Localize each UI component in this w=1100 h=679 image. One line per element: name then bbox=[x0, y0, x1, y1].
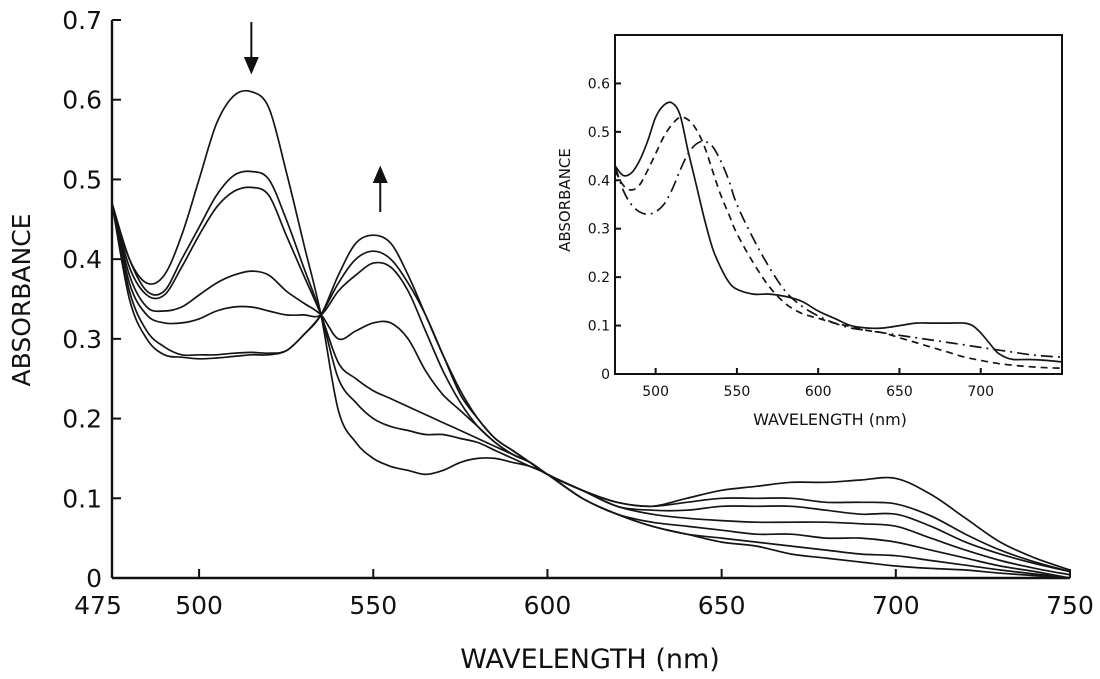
inset-y-tick-label: 0.6 bbox=[588, 76, 610, 92]
main-series-line-4 bbox=[111, 203, 1071, 576]
main-x-tick-label: 600 bbox=[524, 591, 572, 620]
main-y-tick-label: 0.4 bbox=[62, 245, 102, 274]
main-x-tick-label: 650 bbox=[698, 591, 746, 620]
inset-x-tick-label: 500 bbox=[642, 384, 669, 400]
inset-frame bbox=[614, 34, 1063, 375]
main-x-tick-label: 750 bbox=[1046, 591, 1094, 620]
main-y-tick-label: 0 bbox=[86, 564, 102, 593]
main-x-tick-label: 475 bbox=[74, 591, 122, 620]
main-x-tick-label: 550 bbox=[349, 591, 397, 620]
main-y-tick-label: 0.2 bbox=[62, 405, 102, 434]
inset-curves bbox=[614, 101, 1063, 370]
down-arrow-icon bbox=[243, 22, 259, 75]
inset-x-axis-title: WAVELENGTH (nm) bbox=[753, 410, 907, 429]
inset-y-tick-label: 0.3 bbox=[588, 222, 610, 238]
inset-x-tick-label: 600 bbox=[805, 384, 832, 400]
main-axes: 0 0.1 0.2 0.3 0.4 0.5 0.6 0.7 475 500 550 600 650 700… bbox=[62, 6, 1094, 620]
main-y-tick-label: 0.1 bbox=[62, 484, 102, 513]
inset-x-tick-label: 700 bbox=[967, 384, 994, 400]
main-y-tick-label: 0.5 bbox=[62, 165, 102, 194]
inset-y-tick-label: 0.5 bbox=[588, 125, 610, 141]
main-series-line-7 bbox=[111, 203, 1071, 571]
inset-y-tick-label: 0.2 bbox=[588, 270, 610, 286]
main-series-line-2 bbox=[111, 170, 1071, 579]
inset-series-line-dashed bbox=[614, 116, 1063, 370]
main-x-tick-label: 500 bbox=[175, 591, 223, 620]
inset-axes: 0 0.1 0.2 0.3 0.4 0.5 0.6 500 550 600 650 700 bbox=[588, 34, 1063, 400]
main-series-line-6 bbox=[111, 203, 1071, 573]
main-series-line-1 bbox=[111, 89, 1071, 579]
inset-x-tick-label: 650 bbox=[886, 384, 913, 400]
main-y-tick-label: 0.6 bbox=[62, 86, 102, 115]
main-x-tick-label: 700 bbox=[872, 591, 920, 620]
inset-x-tick-label: 550 bbox=[724, 384, 751, 400]
main-annotations bbox=[243, 22, 388, 212]
main-curves bbox=[111, 89, 1071, 579]
up-arrow-icon bbox=[372, 165, 388, 212]
main-y-tick-label: 0.7 bbox=[62, 6, 102, 35]
main-y-tick-label: 0.3 bbox=[62, 325, 102, 354]
inset-background bbox=[612, 32, 1066, 376]
main-series-line-5 bbox=[111, 203, 1071, 573]
main-series-line-3 bbox=[111, 186, 1071, 579]
inset-y-axis-title: ABSORBANCE bbox=[556, 148, 574, 252]
main-y-axis-title: ABSORBANCE bbox=[7, 214, 36, 387]
main-plot: 0 0.1 0.2 0.3 0.4 0.5 0.6 0.7 475 500 550 600 650 700… bbox=[7, 6, 1094, 675]
inset-series-line-dashdot bbox=[614, 140, 1063, 358]
inset-series-line-solid bbox=[614, 101, 1063, 363]
inset-y-tick-label: 0.4 bbox=[588, 173, 610, 189]
main-x-axis-title: WAVELENGTH (nm) bbox=[460, 644, 720, 675]
inset-y-tick-label: 0 bbox=[601, 367, 610, 383]
inset-y-tick-label: 0.1 bbox=[588, 319, 610, 335]
inset-plot: 0 0.1 0.2 0.3 0.4 0.5 0.6 500 550 600 650 700 WAVEL… bbox=[556, 32, 1066, 429]
